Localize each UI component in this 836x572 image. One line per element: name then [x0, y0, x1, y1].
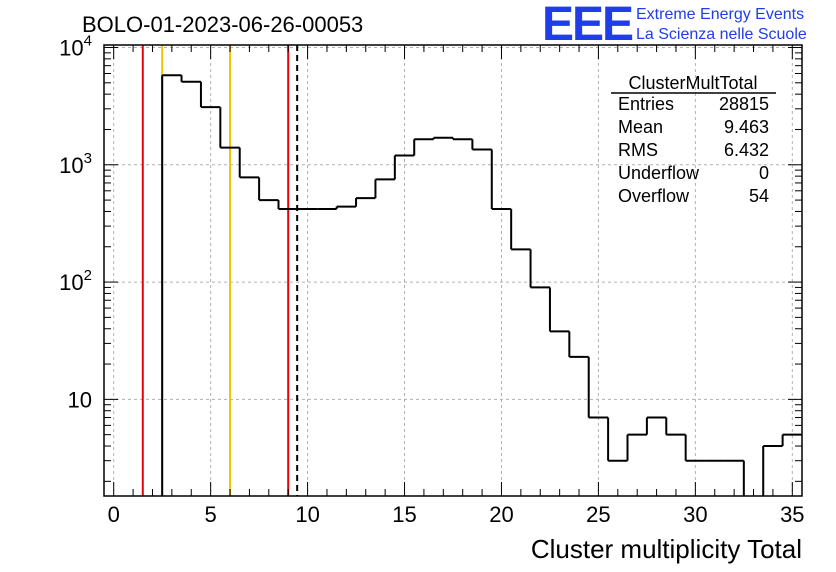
y-tick-label: 102 — [59, 267, 92, 295]
x-tick-label: 0 — [108, 502, 120, 527]
chart-title: BOLO-01-2023-06-26-00053 — [82, 12, 363, 37]
x-tick-label: 30 — [683, 502, 707, 527]
stats-box: ClusterMultTotal Entries 28815 Mean 9.463 RM… — [611, 73, 776, 206]
stats-label: Mean — [618, 117, 663, 137]
y-tick-label: 104 — [59, 32, 92, 60]
x-axis: 0 5 10 15 20 25 30 35 — [108, 45, 805, 527]
x-tick-label: 35 — [780, 502, 804, 527]
x-tick-label: 10 — [295, 502, 319, 527]
logo-line-2: La Scienza nelle Scuole — [636, 26, 807, 43]
x-tick-label: 25 — [586, 502, 610, 527]
x-tick-label: 5 — [205, 502, 217, 527]
x-tick-label: 15 — [392, 502, 416, 527]
stats-label: Overflow — [618, 186, 690, 206]
x-tick-label: 20 — [489, 502, 513, 527]
y-tick-label: 10 — [68, 387, 92, 412]
stats-value: 6.432 — [724, 140, 769, 160]
y-axis: 10 102 103 104 — [59, 32, 802, 482]
stats-value: 9.463 — [724, 117, 769, 137]
stats-value: 54 — [749, 186, 769, 206]
plot-frame — [103, 44, 803, 497]
stats-value: 0 — [759, 163, 769, 183]
eee-logo: EEE Extreme Energy Events La Scienza nel… — [542, 0, 807, 51]
histogram — [161, 74, 802, 496]
stats-label: Underflow — [618, 163, 700, 183]
x-axis-title: Cluster multiplicity Total — [531, 534, 802, 564]
stats-label: Entries — [618, 94, 674, 114]
stats-value: 28815 — [719, 94, 769, 114]
stats-name: ClusterMultTotal — [628, 73, 757, 93]
logo-line-1: Extreme Energy Events — [636, 6, 804, 23]
stats-label: RMS — [618, 140, 658, 160]
y-tick-label: 103 — [59, 150, 92, 178]
logo-mark: EEE — [542, 0, 633, 51]
grid — [104, 45, 802, 496]
